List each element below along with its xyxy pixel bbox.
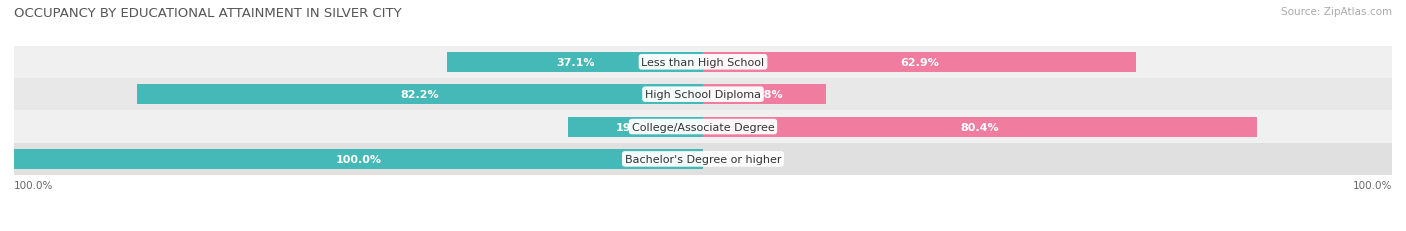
Text: OCCUPANCY BY EDUCATIONAL ATTAINMENT IN SILVER CITY: OCCUPANCY BY EDUCATIONAL ATTAINMENT IN S… (14, 7, 402, 20)
Text: 100.0%: 100.0% (336, 154, 381, 164)
Text: 0.0%: 0.0% (713, 154, 741, 164)
Text: 100.0%: 100.0% (1353, 180, 1392, 190)
Bar (14, 143, 1392, 175)
Text: Source: ZipAtlas.com: Source: ZipAtlas.com (1281, 7, 1392, 17)
Bar (14, 79, 1392, 111)
Bar (568, 117, 703, 137)
Text: Less than High School: Less than High School (641, 58, 765, 67)
Bar (447, 52, 703, 73)
Text: College/Associate Degree: College/Associate Degree (631, 122, 775, 132)
Text: Bachelor's Degree or higher: Bachelor's Degree or higher (624, 154, 782, 164)
Text: 80.4%: 80.4% (960, 122, 1000, 132)
Bar (14, 111, 1392, 143)
Bar (14, 149, 703, 169)
Text: 62.9%: 62.9% (900, 58, 939, 67)
Text: 19.6%: 19.6% (616, 122, 655, 132)
Bar (703, 117, 1257, 137)
Bar (14, 46, 1392, 79)
Text: 100.0%: 100.0% (14, 180, 53, 190)
Text: 17.8%: 17.8% (745, 90, 783, 100)
Text: 37.1%: 37.1% (555, 58, 595, 67)
Text: 82.2%: 82.2% (401, 90, 439, 100)
Bar (703, 52, 1136, 73)
Bar (136, 85, 703, 105)
Bar (703, 85, 825, 105)
Text: High School Diploma: High School Diploma (645, 90, 761, 100)
